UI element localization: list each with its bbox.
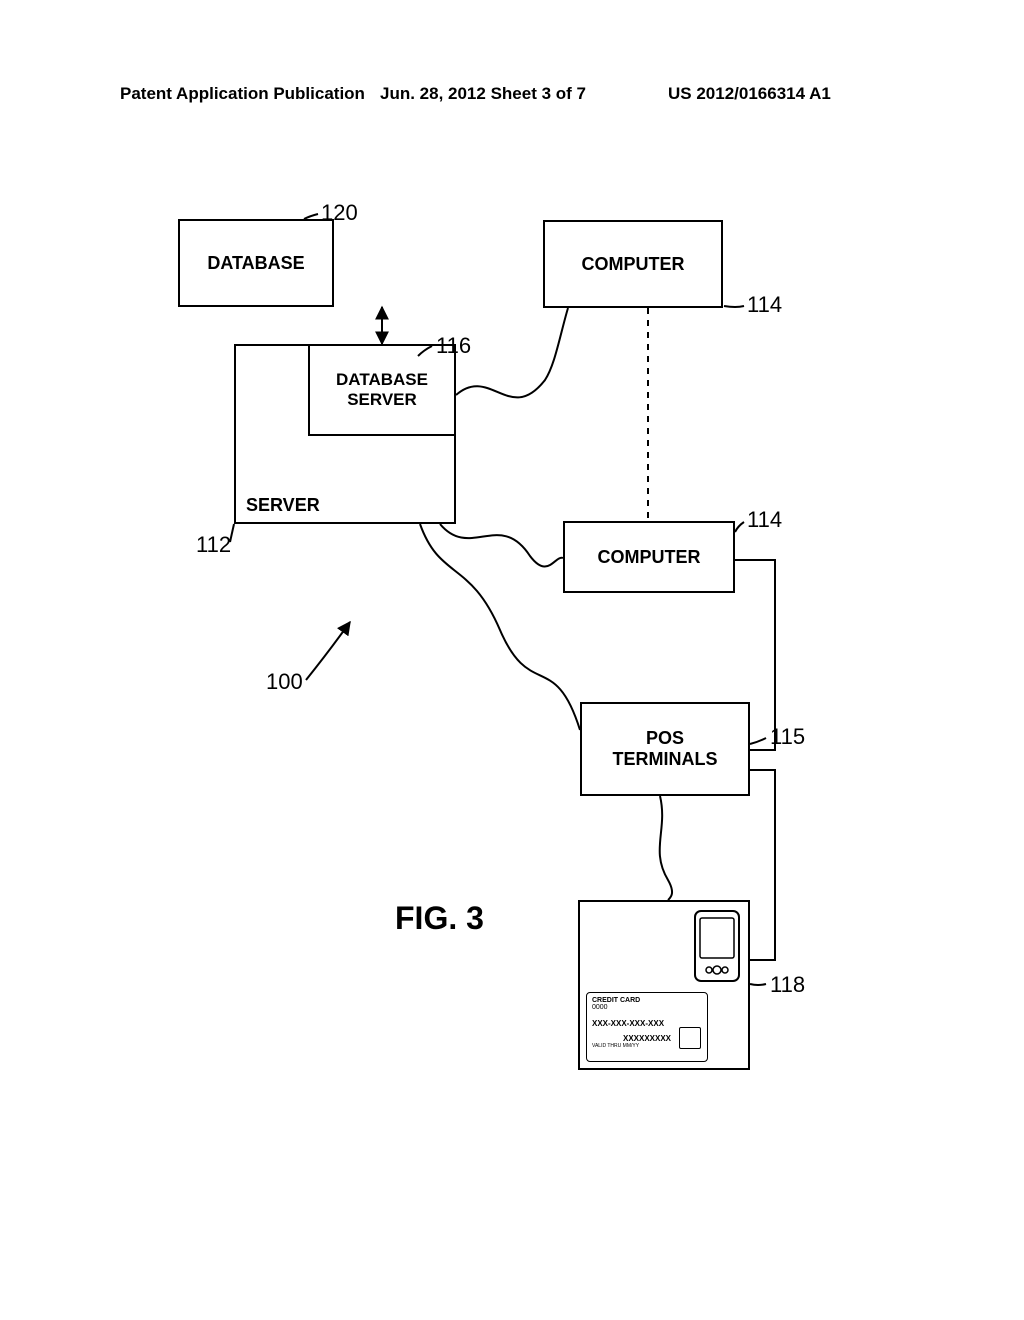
ref-112: 112 xyxy=(196,532,231,558)
devices-group: CREDIT CARD 0000 XXX-XXX-XXX-XXX XXXXXXX… xyxy=(578,900,750,1070)
phone-icon xyxy=(694,910,740,982)
server-label: SERVER xyxy=(246,495,320,516)
ref-116: 116 xyxy=(436,333,471,359)
ref-120: 120 xyxy=(321,200,358,226)
computer-top-box: COMPUTER xyxy=(543,220,723,308)
header-right: US 2012/0166314 A1 xyxy=(668,84,831,104)
cc-label-2: 0000 xyxy=(592,1004,608,1011)
page: Patent Application Publication Jun. 28, … xyxy=(0,0,1024,1320)
ref-114b: 114 xyxy=(747,507,782,533)
ref-114a: 114 xyxy=(747,292,782,318)
cc-holder: XXXXXXXXX xyxy=(623,1034,671,1043)
ref-115: 115 xyxy=(770,724,805,750)
database-server-box: DATABASE SERVER xyxy=(308,344,456,436)
computer-bottom-label: COMPUTER xyxy=(598,547,701,568)
header-center: Jun. 28, 2012 Sheet 3 of 7 xyxy=(380,84,586,104)
page-header: Patent Application Publication Jun. 28, … xyxy=(0,84,1024,114)
pos-terminals-box: POS TERMINALS xyxy=(580,702,750,796)
cc-label-1: CREDIT CARD xyxy=(592,997,640,1004)
connectors-overlay xyxy=(0,0,1024,1320)
database-server-label: DATABASE SERVER xyxy=(336,370,428,409)
cc-number: XXX-XXX-XXX-XXX xyxy=(592,1019,664,1028)
figure-caption: FIG. 3 xyxy=(395,900,484,937)
cc-chip xyxy=(679,1027,701,1049)
cc-valid: VALID THRU MM/YY xyxy=(592,1043,639,1049)
credit-card: CREDIT CARD 0000 XXX-XXX-XXX-XXX XXXXXXX… xyxy=(586,992,708,1062)
database-label: DATABASE xyxy=(207,253,304,274)
database-box: DATABASE xyxy=(178,219,334,307)
computer-top-label: COMPUTER xyxy=(582,254,685,275)
header-left: Patent Application Publication xyxy=(120,84,365,104)
computer-bottom-box: COMPUTER xyxy=(563,521,735,593)
pos-terminals-label: POS TERMINALS xyxy=(613,728,718,769)
ref-100: 100 xyxy=(266,669,303,695)
ref-118: 118 xyxy=(770,972,805,998)
